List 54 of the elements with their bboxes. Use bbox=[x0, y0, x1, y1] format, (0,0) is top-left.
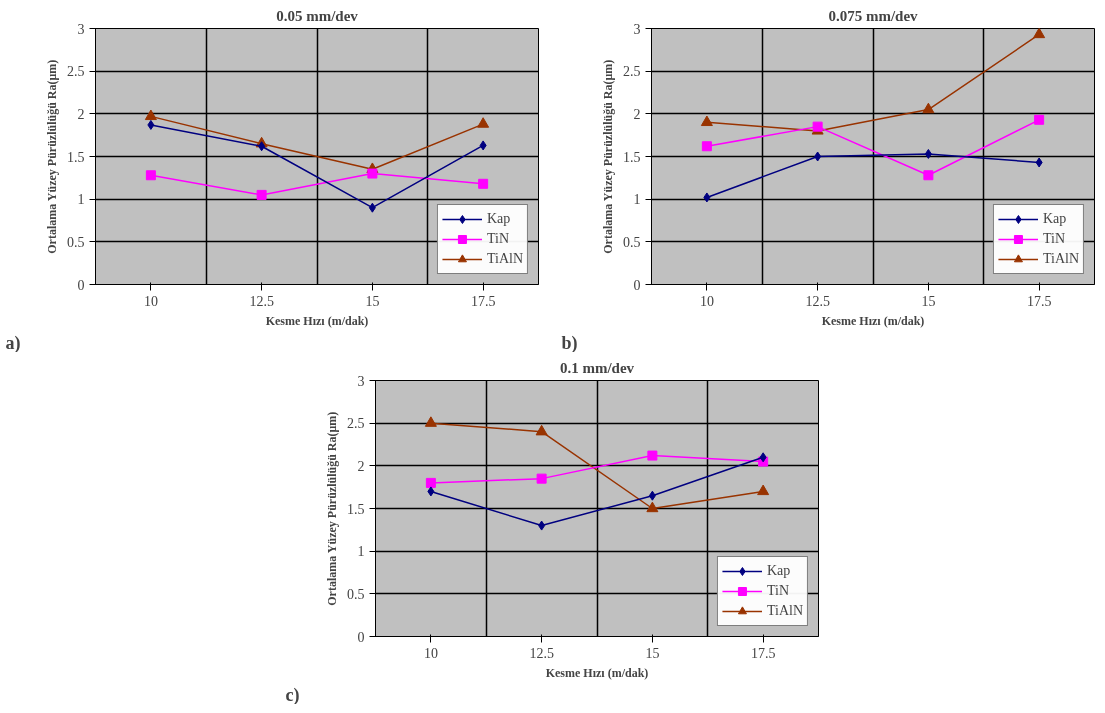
x-axis-title: Kesme Hızı (m/dak) bbox=[821, 313, 925, 328]
x-tick-label: 12.5 bbox=[249, 293, 274, 309]
y-tick-label: 2 bbox=[77, 106, 85, 122]
x-tick-label: 12.5 bbox=[805, 293, 830, 309]
x-tick-label: 17.5 bbox=[1026, 293, 1052, 309]
y-tick-label: 0.5 bbox=[67, 234, 85, 250]
y-tick-label: 1.5 bbox=[623, 149, 641, 165]
legend-label: TiN bbox=[1042, 231, 1065, 247]
legend-label: TiAlN bbox=[766, 603, 803, 619]
x-tick-label: 15 bbox=[365, 293, 380, 309]
y-tick-label: 0.5 bbox=[347, 586, 365, 602]
y-tick-label: 1 bbox=[633, 192, 641, 208]
legend-label: TiAlN bbox=[1042, 251, 1079, 267]
y-tick-label: 1.5 bbox=[67, 149, 85, 165]
x-tick-label: 17.5 bbox=[750, 645, 776, 661]
x-tick-label: 17.5 bbox=[470, 293, 496, 309]
y-axis-title: Ortalama Yüzey Pürüzlülüğü Ra(μm) bbox=[601, 59, 615, 254]
y-tick-label: 0.5 bbox=[623, 234, 641, 250]
x-axis-title: Kesme Hızı (m/dak) bbox=[265, 313, 369, 328]
x-tick-label: 15 bbox=[645, 645, 660, 661]
x-tick-label: 15 bbox=[921, 293, 936, 309]
legend-label: Kap bbox=[766, 563, 791, 579]
y-tick-label: 2 bbox=[633, 106, 641, 122]
chart-title: 0.075 mm/dev bbox=[828, 7, 919, 24]
y-tick-label: 0 bbox=[77, 277, 85, 293]
y-tick-label: 2.5 bbox=[623, 64, 641, 80]
y-tick-label: 3 bbox=[77, 21, 85, 37]
y-tick-label: 0 bbox=[357, 629, 365, 645]
x-tick-label: 10 bbox=[699, 293, 714, 309]
text: b) bbox=[561, 332, 578, 354]
chart-title: 0.05 mm/dev bbox=[276, 7, 359, 24]
y-tick-label: 2.5 bbox=[347, 416, 365, 432]
y-tick-label: 1 bbox=[77, 192, 85, 208]
y-tick-label: 3 bbox=[357, 373, 365, 389]
legend-label: TiN bbox=[486, 231, 509, 247]
x-tick-label: 12.5 bbox=[529, 645, 554, 661]
text: c) bbox=[285, 684, 300, 706]
y-tick-label: 1.5 bbox=[347, 501, 365, 517]
y-tick-label: 2.5 bbox=[67, 64, 85, 80]
y-tick-label: 3 bbox=[633, 21, 641, 37]
chart-title: 0.1 mm/dev bbox=[559, 359, 635, 376]
x-tick-label: 10 bbox=[423, 645, 438, 661]
y-tick-label: 0 bbox=[633, 277, 641, 293]
y-tick-label: 2 bbox=[357, 458, 365, 474]
y-axis-title: Ortalama Yüzey Pürüzlülüğü Ra(μm) bbox=[325, 411, 339, 606]
legend-label: TiAlN bbox=[486, 251, 523, 267]
y-axis-title: Ortalama Yüzey Pürüzlülüğü Ra(μm) bbox=[45, 59, 59, 254]
legend-label: Kap bbox=[1042, 211, 1067, 227]
x-axis-title: Kesme Hızı (m/dak) bbox=[545, 665, 649, 680]
x-tick-label: 10 bbox=[143, 293, 158, 309]
text: a) bbox=[5, 332, 21, 354]
legend-label: Kap bbox=[486, 211, 511, 227]
y-tick-label: 1 bbox=[357, 544, 365, 560]
legend-label: TiN bbox=[766, 583, 789, 599]
